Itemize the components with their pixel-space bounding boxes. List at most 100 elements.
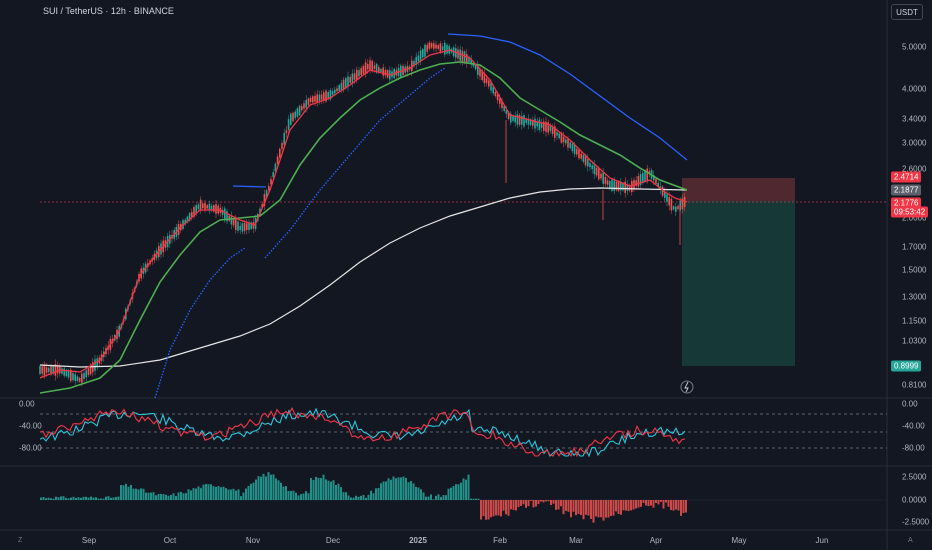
candle-body [329,90,332,100]
candle-body [529,119,532,125]
candle-body [413,60,415,66]
candle-body [197,204,200,210]
macd-bar [482,500,485,517]
symbol-title[interactable]: SUI / TetherUS · 12h · BINANCE [43,6,174,16]
take-profit-zone[interactable] [682,201,795,366]
macd-bar [217,485,220,500]
candle-body [373,65,376,69]
macd-bar [220,487,222,500]
candle-body [210,205,213,210]
macd-bar [477,498,480,500]
macd-bar [420,489,422,500]
candle-body [195,205,197,214]
candle-body [206,205,208,209]
candle-body [323,92,325,101]
candle-body [248,222,250,231]
macd-bar [155,495,157,500]
candle-body [336,88,338,92]
candle-body [609,180,611,189]
price-axis-label: 0.8100 [902,380,927,390]
stop-loss-zone[interactable] [682,178,795,201]
macd-bar [342,492,345,500]
macd-bar [512,500,515,510]
candle-body [670,198,673,211]
candle-body [525,119,527,123]
candle-body [512,116,514,121]
macd-bar [405,477,407,500]
macd-bar [65,497,67,500]
corner-mark-left[interactable]: Z [18,537,23,544]
macd-bar [82,496,85,500]
macd-bar [40,497,42,500]
macd-bar [400,477,402,500]
macd-bar [667,500,670,507]
macd-bar [525,500,527,508]
candle-body [41,366,43,374]
lightning-icon[interactable] [680,380,694,394]
macd-bar [157,493,160,500]
candle-body [677,205,679,210]
candle-body [501,101,503,109]
macd-bar [640,500,642,507]
countdown-tag: 09:53:42 [891,206,929,218]
candle-body [290,113,292,125]
candle-body [72,372,74,381]
candle-body [422,49,424,58]
macd-bar [280,482,282,500]
oscillator-k-line [39,407,686,458]
macd-bar [582,500,585,520]
macd-bar [475,498,477,500]
candle-body [424,44,426,57]
ma-blue-dotted-line-2 [264,67,446,259]
price-axis-label: 2.6000 [902,164,927,174]
macd-bar [447,488,450,500]
candle-body [626,184,629,191]
ma-blue-line [447,33,688,161]
macd-bar [507,500,510,516]
candle-body [668,197,670,206]
macd-bar [490,500,492,518]
macd-bar [537,500,540,505]
candle-body [551,126,554,134]
candle-body [503,105,505,111]
macd-bar [577,500,580,514]
macd-bar [520,500,522,506]
candle-body [250,222,252,229]
corner-mark-right[interactable]: A [908,537,913,544]
macd-bar [407,482,410,500]
macd-bar [165,494,167,500]
macd-bar [107,496,110,500]
candle-body [653,175,655,181]
candle-body [294,111,296,118]
candle-body [345,78,347,89]
candle-body [457,49,459,59]
macd-bar [147,492,150,500]
candle-body [283,133,285,145]
macd-bar [195,488,197,500]
candle-body [305,99,307,108]
macd-bar [417,487,420,500]
macd-bar [592,500,595,523]
time-axis-label: Apr [649,536,663,545]
candle-body [540,123,543,128]
macd-bar [47,497,50,500]
macd-bar [80,497,82,500]
time-axis-label: Mar [569,536,583,545]
candle-body [417,55,420,62]
candle-body [243,223,246,232]
candle-body [582,154,585,162]
candle-body [485,78,488,84]
candle-body [54,364,57,376]
candle-body [351,73,354,83]
macd-bar [600,500,602,518]
time-axis-label: Sep [81,536,97,545]
macd-bar [367,494,370,500]
macd-bar [672,500,675,511]
macd-bar [305,491,307,500]
candle-body [186,216,189,223]
macd-bar [277,480,280,500]
candle-body [334,89,336,94]
currency-button[interactable]: USDT [891,4,923,20]
candle-body [270,179,272,185]
